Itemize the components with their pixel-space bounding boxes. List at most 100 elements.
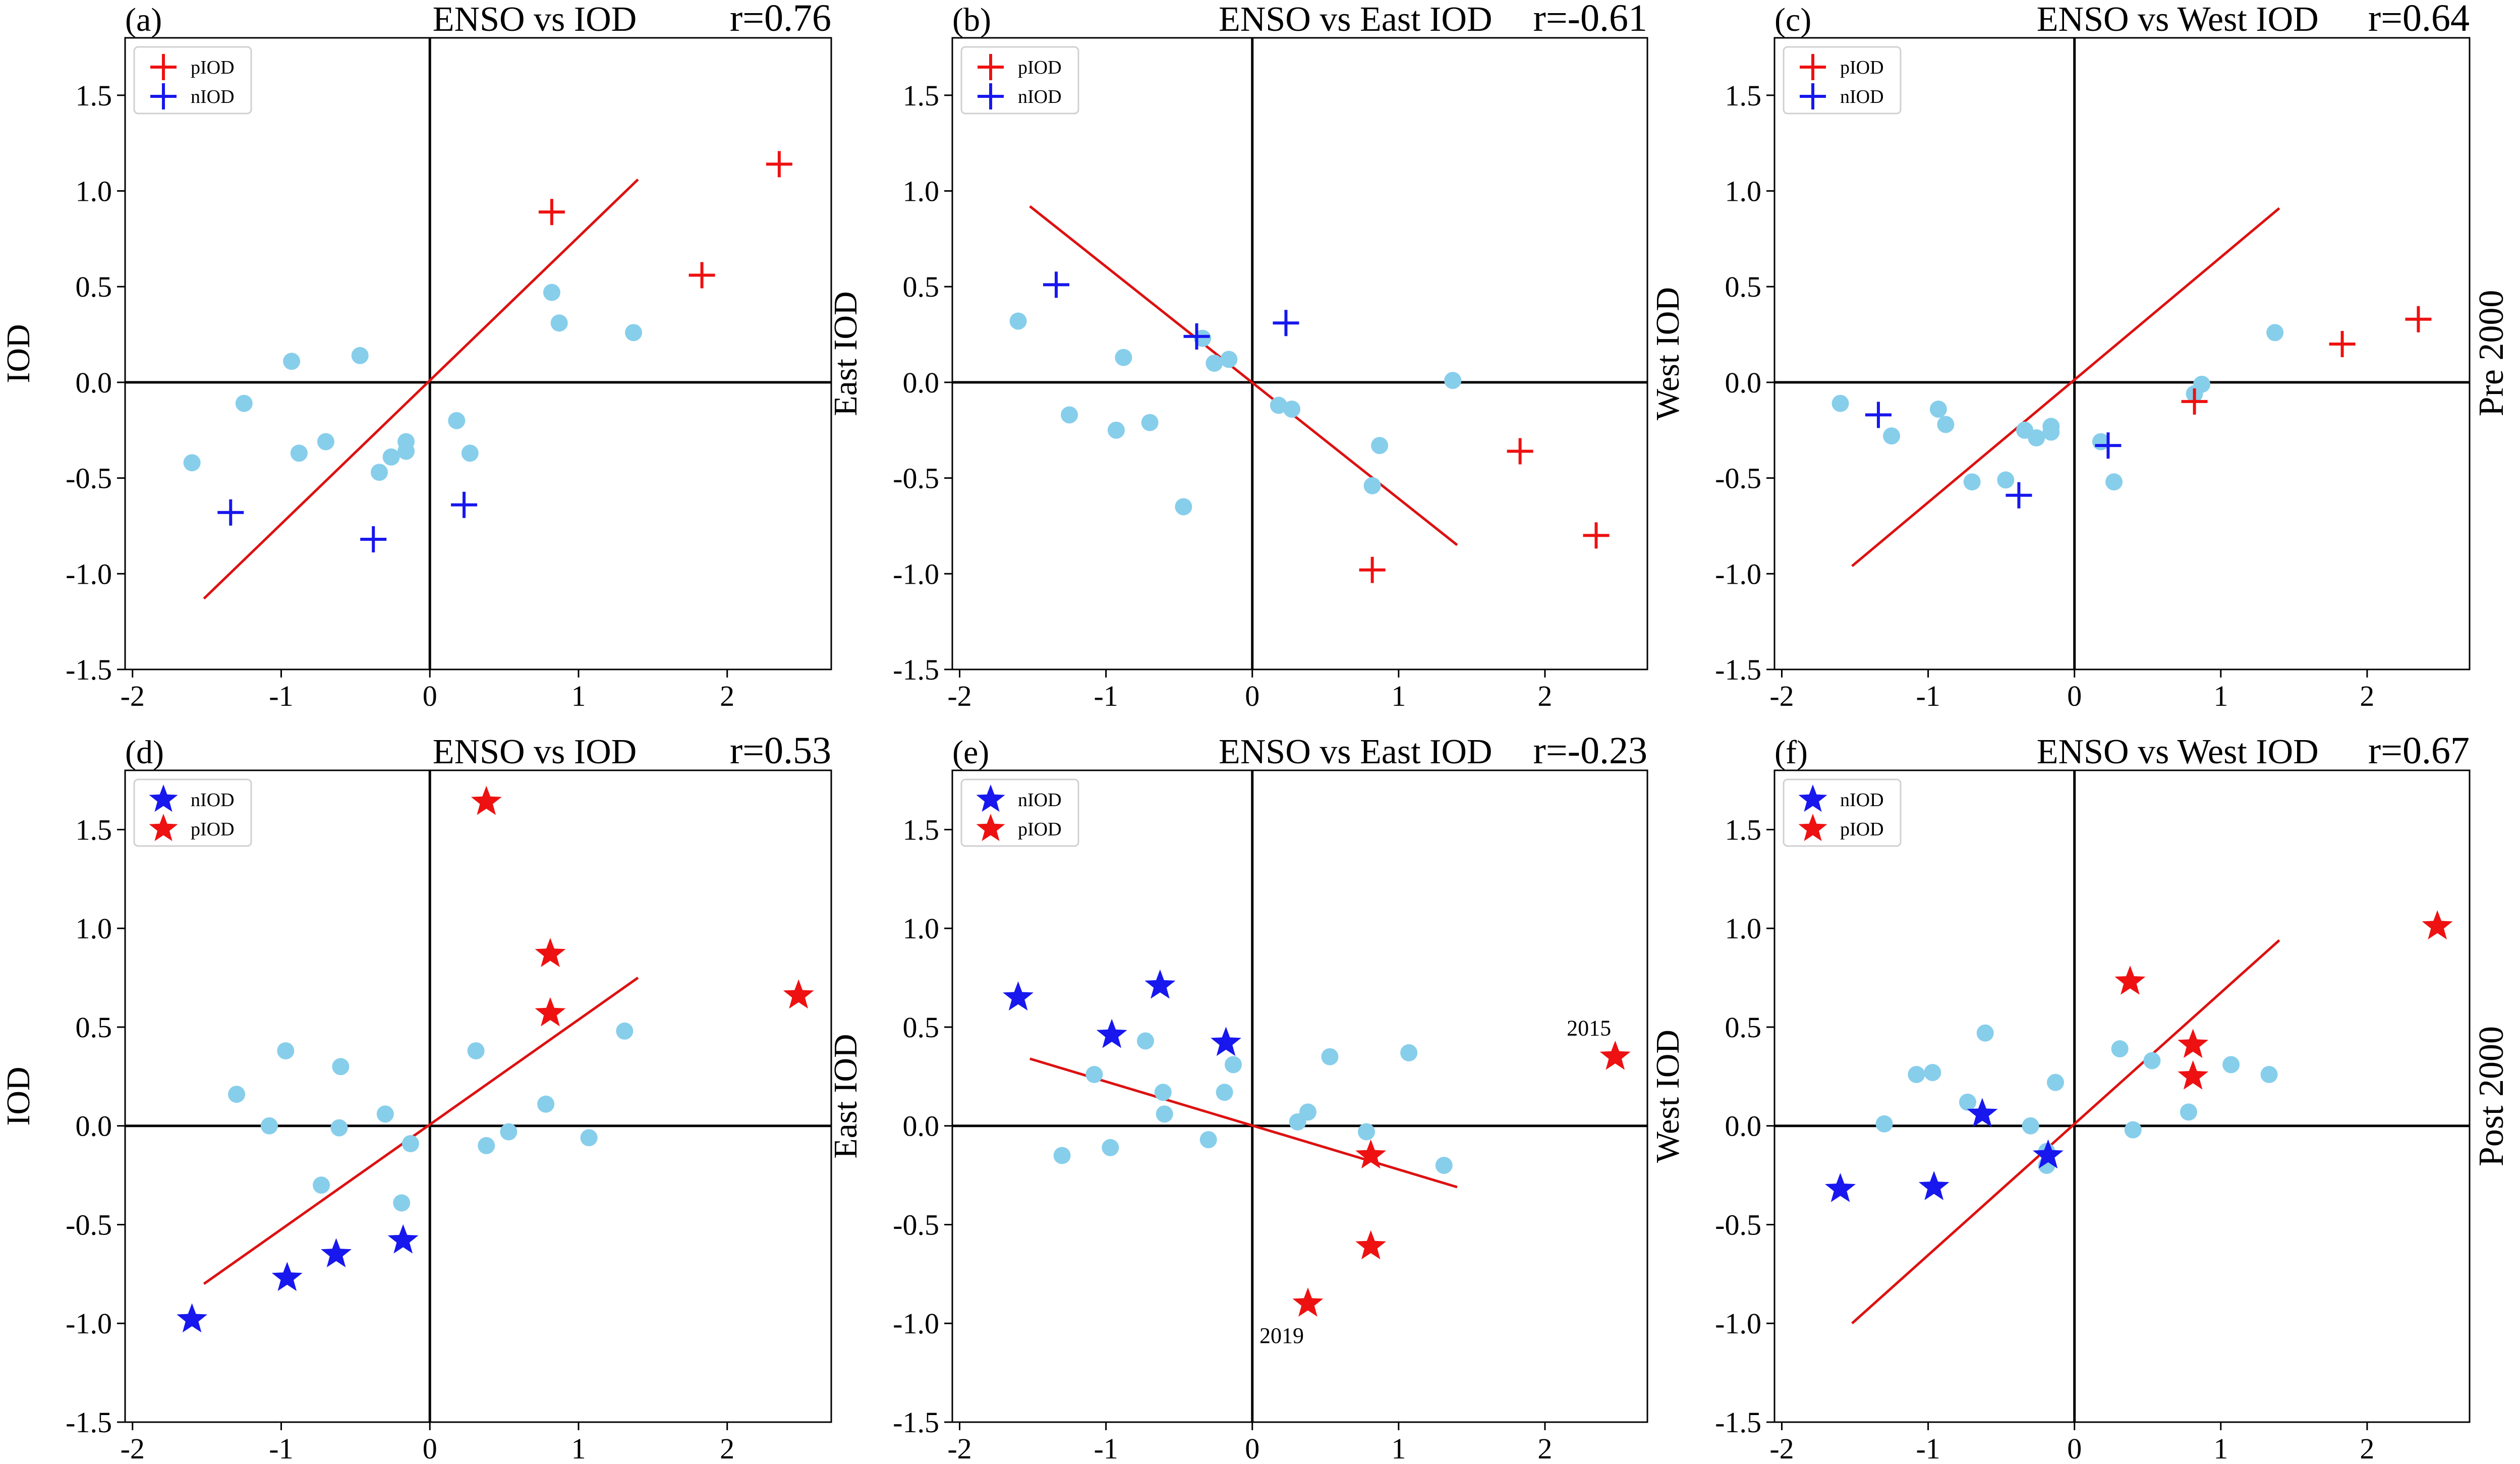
y-tick-label: 0.5 bbox=[76, 270, 112, 303]
data-point-other bbox=[2042, 423, 2060, 441]
data-point-other bbox=[448, 412, 466, 429]
data-point-other bbox=[1115, 349, 1132, 366]
data-point-other bbox=[2047, 1074, 2065, 1091]
data-point-nIOD bbox=[1211, 1027, 1241, 1056]
x-tick-label: 1 bbox=[1391, 1432, 1406, 1464]
y-tick-label: -1.5 bbox=[1715, 1406, 1761, 1439]
data-point-other bbox=[1937, 416, 1955, 433]
legend-label: nIOD bbox=[1840, 790, 1884, 811]
x-tick-label: -2 bbox=[1769, 680, 1794, 712]
row-label: Pre 2000 bbox=[2472, 290, 2511, 417]
y-tick-label: 1.5 bbox=[76, 79, 112, 112]
data-point-other bbox=[1435, 1157, 1453, 1174]
legend-label: nIOD bbox=[1840, 86, 1884, 107]
data-point-nIOD bbox=[2006, 482, 2032, 509]
legend-label: pIOD bbox=[1018, 57, 1062, 78]
x-tick-label: 1 bbox=[2213, 680, 2228, 712]
series-pIOD bbox=[2114, 910, 2453, 1090]
data-point-other bbox=[1156, 1105, 1173, 1123]
series-nIOD bbox=[1825, 1098, 2064, 1202]
y-tick-label: -1.5 bbox=[893, 1406, 939, 1439]
y-tick-label: -1.0 bbox=[66, 1307, 112, 1340]
data-point-pIOD bbox=[471, 785, 502, 815]
data-point-other bbox=[1085, 1065, 1103, 1083]
legend-marker-pIOD bbox=[978, 54, 1004, 80]
data-point-pIOD bbox=[2114, 965, 2146, 995]
panel-letter: (f) bbox=[1774, 734, 1808, 771]
y-tick-label: 1.0 bbox=[76, 912, 112, 945]
y-tick-label: 1.5 bbox=[76, 813, 112, 846]
data-point-other bbox=[1206, 354, 1223, 372]
data-point-other bbox=[393, 1194, 411, 1212]
x-tick-label: -2 bbox=[947, 1432, 971, 1464]
y-tick-label: -0.5 bbox=[893, 1208, 939, 1241]
data-point-nIOD bbox=[1003, 981, 1034, 1011]
y-tick-label: -0.5 bbox=[1715, 462, 1761, 495]
legend-marker-pIOD bbox=[149, 814, 178, 841]
data-point-other bbox=[1283, 401, 1301, 418]
y-axis-title: IOD bbox=[0, 324, 37, 383]
data-point-other bbox=[1154, 1084, 1172, 1101]
panel-title: ENSO vs East IOD bbox=[1219, 733, 1492, 771]
data-point-nIOD bbox=[2095, 432, 2122, 459]
y-tick-label: -0.5 bbox=[66, 1208, 112, 1241]
y-tick-label: 1.5 bbox=[903, 813, 940, 846]
data-point-other bbox=[1141, 414, 1159, 431]
row-label: Post 2000 bbox=[2472, 1026, 2511, 1166]
panel-letter: (a) bbox=[125, 2, 162, 38]
data-point-nIOD bbox=[177, 1303, 208, 1333]
series-nIOD bbox=[1865, 402, 2122, 509]
x-tick-label: -2 bbox=[121, 1432, 145, 1464]
data-point-other bbox=[2105, 473, 2123, 491]
legend-label: pIOD bbox=[1840, 57, 1884, 78]
data-point-other bbox=[1976, 1024, 1994, 1042]
correlation-label: r=0.64 bbox=[2368, 0, 2470, 39]
series-pIOD bbox=[1292, 1040, 1631, 1317]
data-point-other bbox=[1875, 1115, 1893, 1133]
y-tick-label: 1.0 bbox=[903, 175, 940, 208]
data-point-other bbox=[1929, 401, 1947, 418]
panel-letter: (c) bbox=[1774, 2, 1811, 38]
point-annotation: 2019 bbox=[1259, 1323, 1304, 1348]
data-point-other bbox=[580, 1129, 598, 1147]
series-pIOD bbox=[538, 151, 792, 289]
data-point-other bbox=[1444, 372, 1462, 389]
data-point-nIOD bbox=[1918, 1171, 1950, 1200]
data-point-other bbox=[332, 1058, 350, 1076]
data-point-pIOD bbox=[783, 979, 814, 1009]
data-point-other bbox=[2193, 375, 2211, 393]
legend-marker-pIOD bbox=[1798, 814, 1827, 841]
series-other bbox=[183, 284, 642, 481]
y-tick-label: 1.5 bbox=[903, 79, 940, 112]
data-point-other bbox=[461, 444, 479, 462]
data-point-other bbox=[616, 1022, 634, 1040]
data-point-pIOD bbox=[2178, 1060, 2209, 1090]
x-tick-label: 0 bbox=[423, 680, 437, 712]
y-tick-label: 0.5 bbox=[76, 1011, 112, 1044]
data-point-nIOD bbox=[1043, 271, 1069, 298]
y-tick-label: -1.0 bbox=[66, 557, 112, 590]
x-tick-label: -1 bbox=[269, 1432, 293, 1464]
panel-title: ENSO vs West IOD bbox=[2037, 733, 2319, 771]
x-tick-label: 0 bbox=[423, 1432, 437, 1464]
x-tick-label: -1 bbox=[1916, 1432, 1940, 1464]
panel-letter: (d) bbox=[125, 734, 164, 771]
y-tick-label: -1.0 bbox=[893, 557, 939, 590]
data-point-pIOD bbox=[689, 262, 715, 289]
y-tick-label: 1.0 bbox=[1725, 175, 1762, 208]
panel-title: ENSO vs West IOD bbox=[2037, 0, 2319, 39]
y-tick-label: -1.5 bbox=[1715, 653, 1761, 686]
data-point-other bbox=[1107, 421, 1125, 439]
x-tick-label: -2 bbox=[947, 680, 971, 712]
series-other bbox=[228, 1022, 634, 1212]
data-point-other bbox=[2260, 1065, 2278, 1083]
data-point-other bbox=[1009, 312, 1027, 330]
panel-title: ENSO vs IOD bbox=[433, 733, 637, 771]
x-tick-label: -1 bbox=[269, 680, 293, 712]
data-point-other bbox=[330, 1119, 348, 1137]
y-tick-label: 1.0 bbox=[1725, 912, 1762, 945]
data-point-nIOD bbox=[360, 526, 387, 553]
y-tick-label: 0.0 bbox=[76, 366, 112, 399]
data-point-nIOD bbox=[1273, 310, 1299, 336]
series-nIOD bbox=[1003, 969, 1241, 1056]
